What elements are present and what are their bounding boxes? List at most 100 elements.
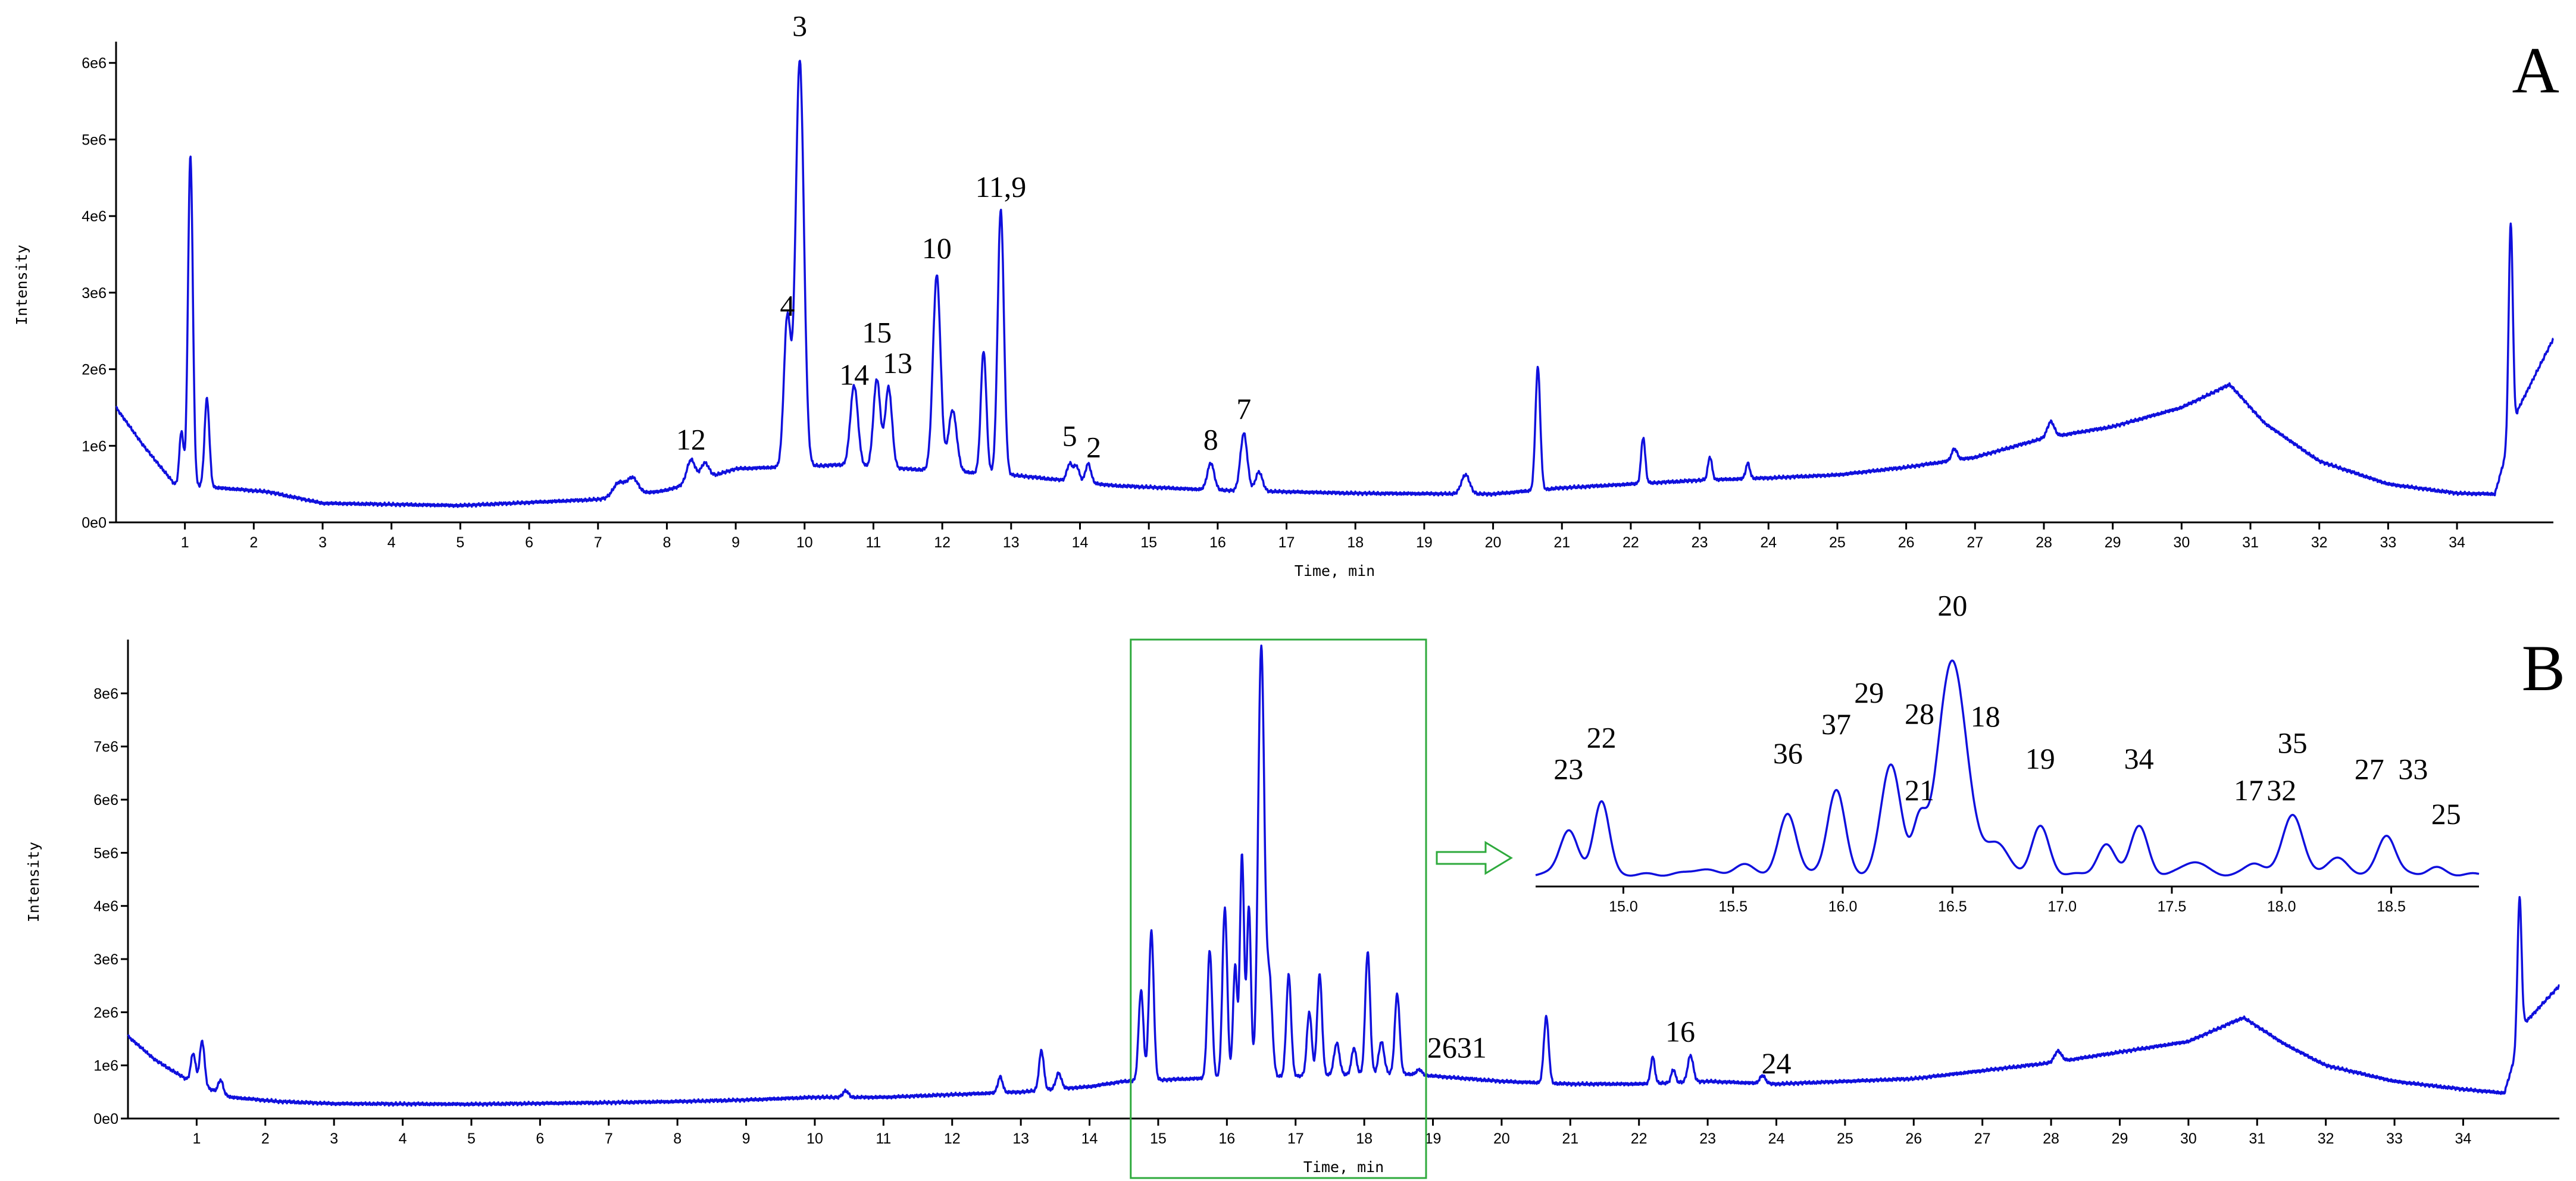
x-tick-label: 29 [2112, 1130, 2128, 1147]
y-tick-label: 0e0 [93, 1111, 118, 1127]
x-tick-label: 22 [1631, 1130, 1647, 1147]
panel-letter: A [2512, 34, 2559, 106]
x-tick-label: 4 [399, 1130, 407, 1147]
inset-peak-label: 25 [2431, 797, 2461, 831]
x-tick-label: 25 [1837, 1130, 1853, 1147]
inset-x-tick-label: 18.0 [2267, 898, 2296, 915]
x-axis-title: Time, min [1295, 562, 1375, 579]
y-tick-label: 8e6 [93, 685, 118, 702]
x-tick-label: 27 [1974, 1130, 1991, 1147]
x-tick-label: 13 [1003, 534, 1020, 551]
y-tick-label: 4e6 [82, 208, 107, 225]
x-tick-label: 33 [2380, 534, 2396, 551]
peak-label: 5 [1062, 419, 1077, 452]
chromatogram-trace [127, 644, 2560, 1107]
x-tick-label: 12 [944, 1130, 961, 1147]
x-tick-label: 33 [2386, 1130, 2403, 1147]
peak-label: 15 [862, 316, 892, 349]
x-tick-label: 28 [2036, 534, 2052, 551]
x-tick-label: 10 [796, 534, 813, 551]
inset-peak-label: 35 [2278, 726, 2308, 759]
x-tick-label: 26 [1898, 534, 1915, 551]
x-tick-label: 31 [2242, 534, 2259, 551]
x-tick-label: 5 [456, 534, 464, 551]
x-tick-label: 18 [1347, 534, 1364, 551]
inset-x-tick-label: 15.0 [1609, 898, 1638, 915]
x-tick-label: 5 [467, 1130, 476, 1147]
x-tick-label: 15 [1140, 534, 1157, 551]
x-tick-label: 17 [1287, 1130, 1304, 1147]
peak-label: 2631 [1427, 1030, 1487, 1064]
x-tick-label: 14 [1081, 1130, 1098, 1147]
x-tick-label: 19 [1416, 534, 1433, 551]
x-tick-label: 21 [1562, 1130, 1578, 1147]
y-tick-label: 7e6 [93, 739, 118, 756]
y-tick-label: 2e6 [82, 362, 107, 378]
peak-label: 11,9 [976, 170, 1027, 203]
y-tick-label: 1e6 [93, 1058, 118, 1075]
x-tick-label: 28 [2043, 1130, 2059, 1147]
x-tick-label: 12 [934, 534, 951, 551]
x-tick-label: 30 [2173, 534, 2190, 551]
inset-peak-label: 28 [1905, 697, 1934, 730]
x-tick-label: 2 [261, 1130, 270, 1147]
peak-label: 14 [839, 358, 869, 391]
x-tick-label: 11 [865, 534, 881, 551]
x-tick-label: 7 [605, 1130, 613, 1147]
peak-label: 16 [1665, 1014, 1695, 1048]
x-tick-label: 34 [2449, 534, 2465, 551]
y-tick-label: 5e6 [93, 845, 118, 862]
x-tick-label: 29 [2105, 534, 2121, 551]
x-tick-label: 10 [806, 1130, 823, 1147]
peak-label: 4 [780, 289, 795, 322]
x-tick-label: 21 [1553, 534, 1570, 551]
inset-x-tick-label: 15.5 [1718, 898, 1747, 915]
peak-label: 7 [1236, 392, 1251, 425]
inset-peak-label: 34 [2124, 742, 2154, 775]
peak-label: 12 [676, 423, 706, 456]
x-tick-label: 23 [1699, 1130, 1716, 1147]
x-tick-label: 9 [742, 1130, 751, 1147]
x-tick-label: 22 [1622, 534, 1639, 551]
x-tick-label: 34 [2455, 1130, 2472, 1147]
panel-letter: B [2522, 632, 2565, 704]
x-tick-label: 17 [1278, 534, 1295, 551]
peak-label: 13 [883, 346, 912, 380]
x-tick-label: 15 [1150, 1130, 1167, 1147]
y-tick-label: 1e6 [82, 438, 107, 455]
zoom-window-box [1130, 638, 1427, 1179]
x-tick-label: 27 [1967, 534, 1983, 551]
x-tick-label: 20 [1485, 534, 1502, 551]
y-tick-label: 6e6 [82, 55, 107, 72]
x-tick-label: 16 [1209, 534, 1226, 551]
x-tick-label: 24 [1760, 534, 1777, 551]
x-tick-label: 24 [1768, 1130, 1785, 1147]
x-tick-label: 11 [876, 1130, 891, 1147]
x-tick-label: 2 [249, 534, 258, 551]
inset-x-tick-label: 16.0 [1828, 898, 1858, 915]
y-tick-label: 0e0 [82, 515, 107, 531]
inset-peak-label: 21 [1905, 773, 1934, 807]
x-axis-title: Time, min [1303, 1158, 1384, 1176]
y-tick-label: 4e6 [93, 898, 118, 915]
x-tick-label: 25 [1829, 534, 1846, 551]
inset-x-tick-label: 16.5 [1938, 898, 1967, 915]
x-tick-label: 4 [387, 534, 396, 551]
y-axis-title: Intensity [13, 245, 30, 325]
x-tick-label: 26 [1905, 1130, 1922, 1147]
x-tick-label: 30 [2180, 1130, 2197, 1147]
x-tick-label: 1 [181, 534, 189, 551]
y-axis-title: Intensity [25, 842, 42, 922]
inset-chromatogram-trace [1535, 659, 2480, 877]
inset-peak-label: 32 [2266, 773, 2296, 807]
inset-peak-label: 36 [1773, 737, 1803, 770]
peak-label: 2 [1086, 431, 1101, 464]
x-tick-label: 18 [1356, 1130, 1373, 1147]
x-tick-label: 6 [536, 1130, 544, 1147]
x-tick-label: 31 [2249, 1130, 2265, 1147]
inset-peak-label: 19 [2025, 742, 2055, 775]
inset-peak-label: 17 [2234, 773, 2264, 807]
inset-x-tick-label: 18.5 [2377, 898, 2406, 915]
